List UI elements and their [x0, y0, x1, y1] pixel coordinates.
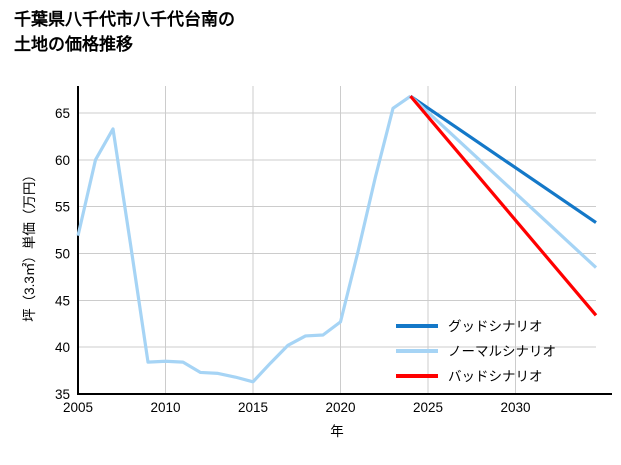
series-line [76, 94, 412, 384]
y-axis-title: 坪（3.3㎡）単価（万円） [22, 168, 37, 322]
x-tick-label: 2005 [63, 400, 93, 415]
x-tick-label: 2015 [238, 400, 268, 415]
y-tick-label: 40 [55, 340, 70, 355]
y-tick-label: 50 [55, 247, 70, 262]
x-tick-label: 2010 [150, 400, 180, 415]
x-tick-label: 2020 [325, 400, 355, 415]
x-tick-label: 2025 [413, 400, 443, 415]
x-tick-label: 2030 [500, 400, 530, 415]
x-axis-title: 年 [330, 424, 344, 439]
data-series-group [76, 94, 598, 384]
series-line [409, 95, 598, 317]
y-tick-label: 55 [55, 200, 70, 215]
y-tick-label: 45 [55, 293, 70, 308]
chart-title: 千葉県八千代市八千代台南の 土地の価格推移 [14, 10, 235, 54]
legend-label: グッドシナリオ [448, 319, 543, 334]
x-axis-tick-labels: 2005 2010 2015 2020 2025 2030 [63, 400, 531, 415]
legend-label: ノーマルシナリオ [448, 344, 556, 359]
y-tick-label: 65 [55, 106, 70, 121]
series-line [409, 94, 597, 224]
y-tick-label: 60 [55, 153, 70, 168]
y-axis-tick-labels: 35 40 45 50 55 60 65 [55, 106, 70, 402]
legend-label: バッドシナリオ [448, 369, 543, 384]
series-line [409, 94, 598, 269]
y-tick-label: 35 [55, 387, 70, 402]
